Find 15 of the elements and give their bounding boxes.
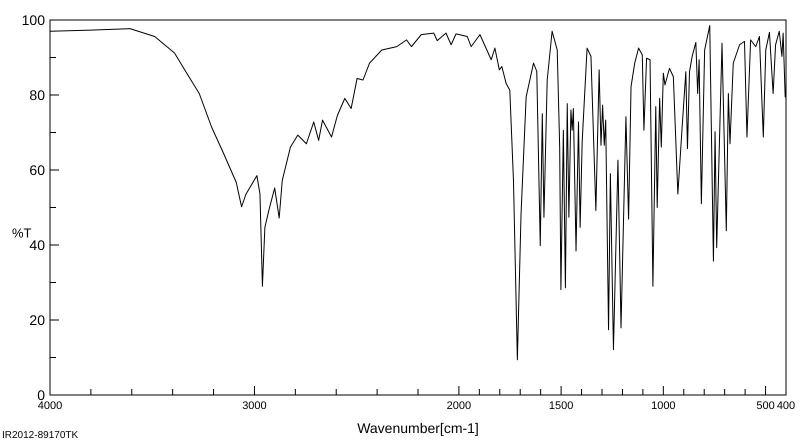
y-tick-label: 60 — [29, 162, 46, 178]
x-tick-label: 500 — [756, 400, 775, 412]
y-tick-label: 20 — [29, 312, 46, 328]
x-axis-title: Wavenumber[cm-1] — [357, 420, 479, 436]
x-tick-label: 1000 — [651, 400, 676, 412]
y-axis-title: %T — [12, 226, 32, 240]
x-tick-label: 2000 — [446, 400, 472, 412]
x-tick-label: 1500 — [548, 400, 574, 412]
y-tick-label: 100 — [22, 12, 46, 28]
y-tick-label: 40 — [29, 237, 46, 253]
x-tick-label: 3000 — [242, 400, 267, 412]
x-tick-label: 4000 — [38, 400, 62, 412]
y-tick-label: 80 — [29, 87, 46, 103]
text: IR2012-89170TK — [2, 430, 78, 441]
x-tick-label: 400 — [776, 400, 796, 412]
